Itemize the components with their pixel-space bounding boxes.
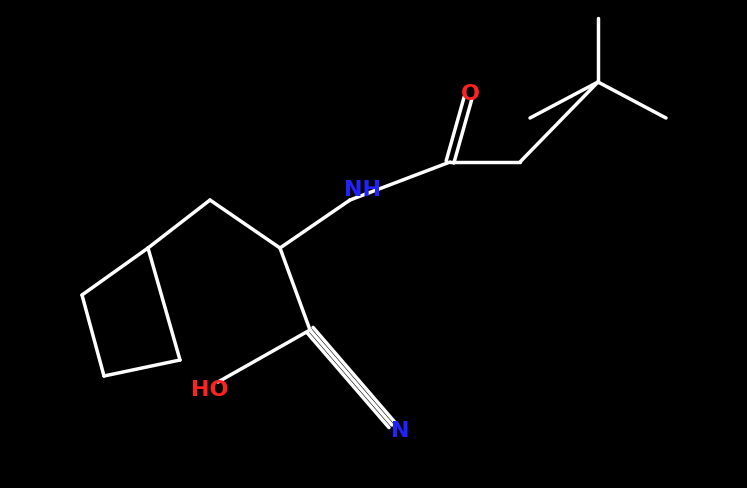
- Text: N: N: [391, 421, 409, 441]
- Text: NH: NH: [344, 180, 380, 200]
- Text: HO: HO: [191, 380, 229, 400]
- Text: O: O: [460, 84, 480, 104]
